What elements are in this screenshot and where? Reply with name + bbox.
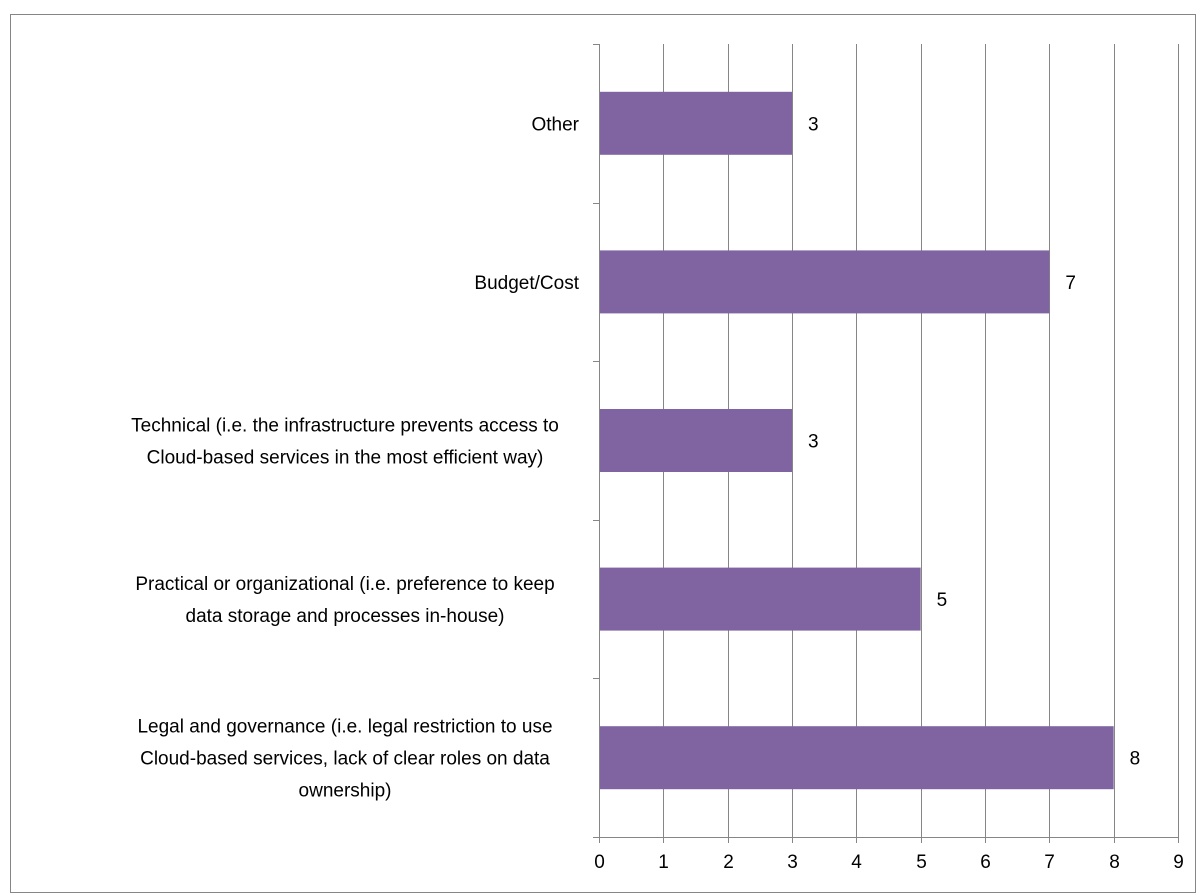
category-label: Cloud-based services in the most efficie… [147,448,544,469]
data-label: 3 [808,432,819,453]
category-label: Cloud-based services, lack of clear role… [140,749,550,770]
bar [600,250,1050,314]
category-label: Practical or organizational (i.e. prefer… [135,574,554,595]
bar [600,567,921,631]
category-label: Other [531,114,579,135]
data-label: 7 [1065,273,1076,294]
data-label: 3 [808,114,819,135]
x-tick-label: 4 [851,852,862,873]
category-label: Legal and governance (i.e. legal restric… [137,717,552,738]
x-tick-label: 3 [787,852,798,873]
category-label: Technical (i.e. the infrastructure preve… [131,416,559,437]
x-tick-label: 5 [916,852,927,873]
x-tick-label: 2 [723,852,734,873]
data-label: 8 [1130,749,1141,770]
x-tick-label: 7 [1044,852,1055,873]
bar [600,409,792,472]
x-tick-label: 0 [594,852,605,873]
x-tick-label: 6 [980,852,991,873]
data-label: 5 [937,590,948,611]
x-tick-label: 9 [1173,852,1184,873]
bar [600,91,792,155]
bar [600,726,1114,790]
x-tick-label: 1 [658,852,669,873]
category-label: ownership) [299,781,392,802]
category-label: Budget/Cost [474,273,579,294]
category-label: data storage and processes in-house) [186,606,505,627]
x-tick-label: 8 [1109,852,1120,873]
